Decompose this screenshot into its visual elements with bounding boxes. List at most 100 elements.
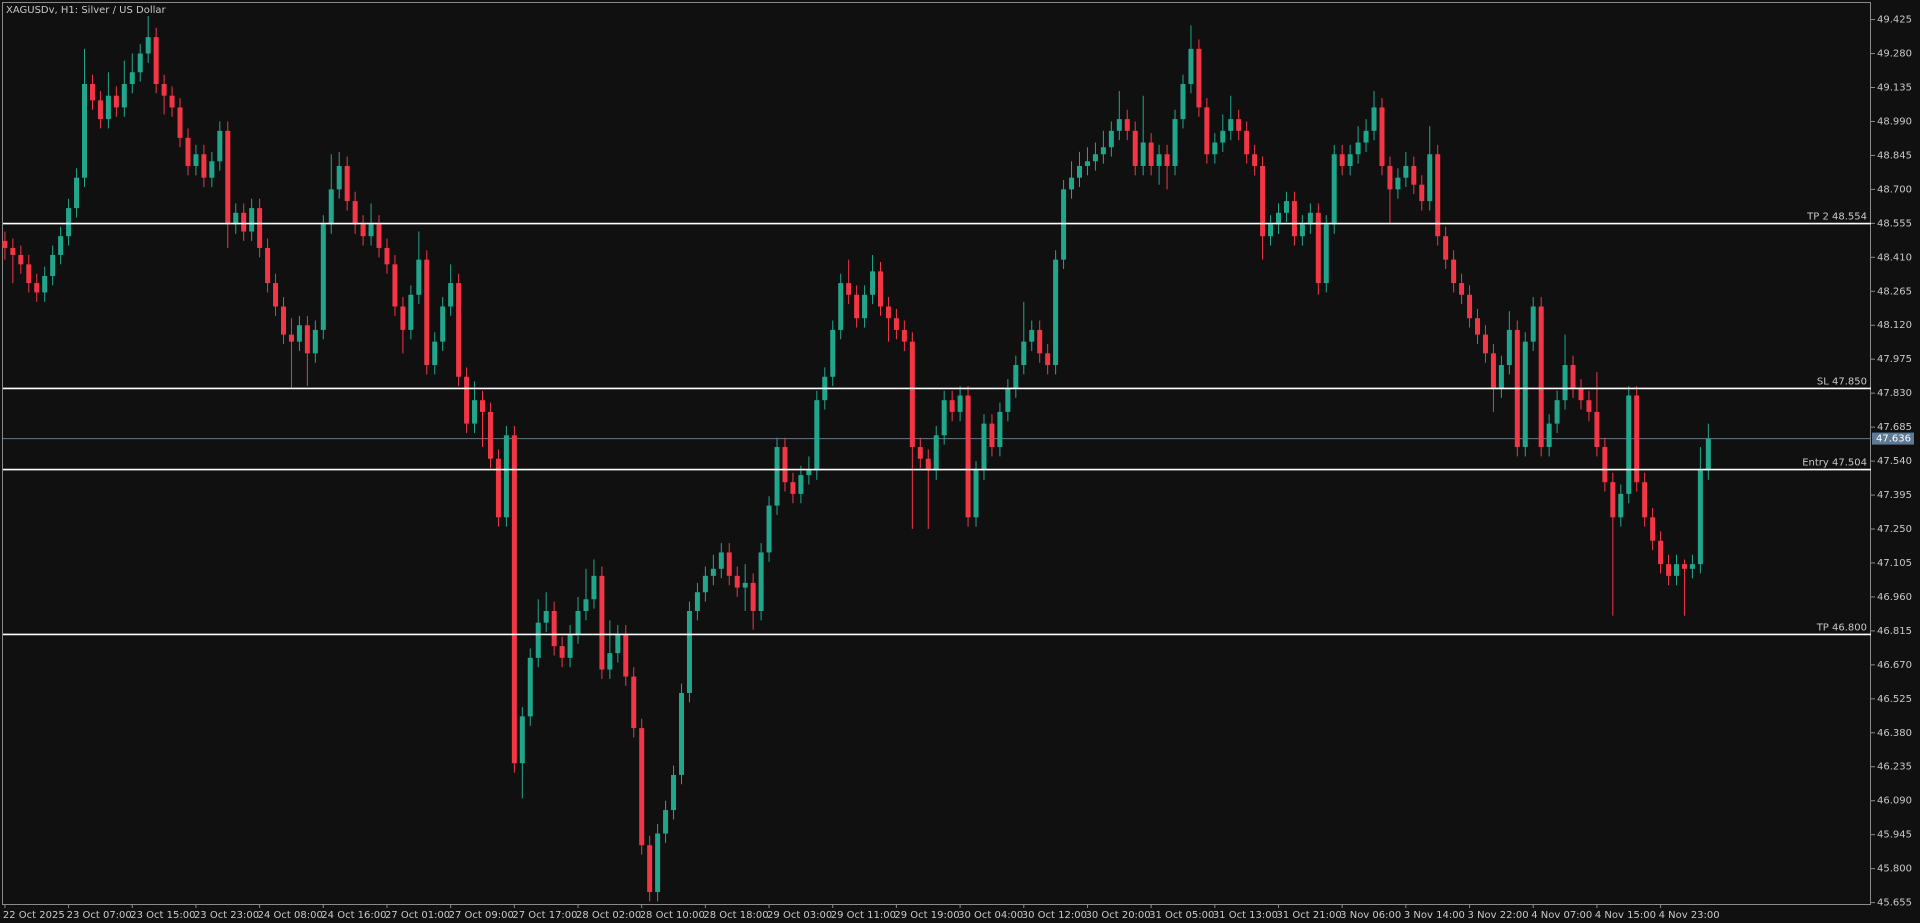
candle-body — [655, 833, 661, 893]
candle-body — [1252, 154, 1258, 166]
candle-body — [1435, 154, 1441, 237]
y-tick-label: 46.525 — [1877, 694, 1912, 705]
x-tick-label: 24 Oct 08:00 — [258, 910, 323, 921]
candle-body — [257, 208, 263, 248]
y-tick-label: 47.105 — [1877, 558, 1912, 569]
candle-body — [1021, 341, 1027, 366]
candle-body — [1236, 119, 1242, 131]
level-label: TP 2 48.554 — [1806, 212, 1867, 223]
candle-body — [10, 247, 16, 255]
candle-body — [583, 599, 589, 611]
candle-body — [862, 294, 868, 319]
candle-body — [647, 845, 653, 893]
candle-body — [1522, 341, 1528, 448]
x-tick-label: 3 Nov 06:00 — [1340, 910, 1401, 921]
candle-body — [408, 294, 414, 330]
y-tick-label: 48.990 — [1877, 116, 1912, 127]
candle-body — [917, 447, 923, 459]
candle-body — [1172, 119, 1178, 166]
candle-body — [1586, 400, 1592, 412]
y-tick-label: 48.555 — [1877, 218, 1912, 229]
candle-body — [217, 130, 223, 162]
candle-body — [193, 154, 199, 166]
x-tick-label: 31 Oct 13:00 — [1213, 910, 1278, 921]
y-tick-label: 46.090 — [1877, 796, 1912, 807]
candle-body — [925, 458, 931, 471]
candle-body — [1164, 154, 1170, 166]
candle-body — [209, 161, 215, 178]
y-tick-label: 48.120 — [1877, 320, 1912, 331]
candle-body — [1411, 165, 1417, 185]
candle-body — [1371, 107, 1377, 131]
x-tick-label: 31 Oct 21:00 — [1277, 910, 1342, 921]
candle-body — [909, 341, 915, 448]
candle-body — [790, 482, 796, 494]
candle-body — [973, 470, 979, 518]
candle-body — [241, 212, 247, 232]
candle-body — [1506, 329, 1512, 366]
candle-body — [1347, 154, 1353, 166]
candle-body — [742, 582, 748, 588]
y-tick-label: 47.540 — [1877, 456, 1912, 467]
candle-body — [718, 552, 724, 569]
candle-body — [631, 676, 637, 729]
candle-body — [1045, 353, 1051, 366]
candle-body — [1299, 224, 1305, 237]
candle-body — [806, 470, 812, 476]
candle-body — [989, 423, 995, 448]
candle-body — [1355, 142, 1361, 155]
x-tick-label: 4 Nov 15:00 — [1595, 910, 1656, 921]
y-tick-label: 48.700 — [1877, 184, 1912, 195]
y-tick-label: 46.670 — [1877, 660, 1912, 671]
candle-body — [615, 634, 621, 654]
last-price-box — [1872, 432, 1914, 445]
candle-body — [1419, 184, 1425, 202]
candle-body — [997, 411, 1003, 448]
x-tick-label: 23 Oct 23:00 — [194, 910, 259, 921]
x-tick-label: 27 Oct 01:00 — [385, 910, 450, 921]
candle-body — [273, 283, 279, 307]
candle-body — [1666, 564, 1672, 576]
candle-body — [1562, 365, 1568, 401]
y-tick-label: 45.945 — [1877, 830, 1912, 841]
candle-body — [758, 552, 764, 611]
candle-body — [981, 423, 987, 471]
x-tick-label: 4 Nov 23:00 — [1659, 910, 1720, 921]
candle-body — [113, 95, 119, 108]
x-tick-label: 3 Nov 22:00 — [1468, 910, 1529, 921]
candle-body — [304, 325, 310, 354]
candle-body — [480, 400, 485, 412]
candle-body — [1459, 283, 1465, 295]
y-tick-label: 47.830 — [1877, 388, 1912, 399]
candle-body — [1053, 259, 1059, 366]
candle-body — [1077, 165, 1082, 178]
candle-body — [885, 306, 891, 319]
candle-body — [1689, 564, 1695, 569]
candle-body — [878, 271, 883, 307]
candle-body — [1570, 365, 1576, 389]
x-tick-label: 22 Oct 2025 — [3, 910, 65, 921]
candle-body — [623, 634, 629, 677]
y-tick-label: 49.425 — [1877, 15, 1912, 26]
candle-body — [352, 201, 358, 225]
y-tick-label: 48.845 — [1877, 150, 1912, 161]
candle-body — [1220, 130, 1226, 143]
candle-body — [1156, 154, 1162, 166]
candle-body — [384, 247, 390, 265]
candle-body — [1029, 329, 1035, 342]
candle-body — [782, 447, 788, 483]
candle-body — [432, 341, 438, 366]
x-tick-label: 28 Oct 18:00 — [703, 910, 768, 921]
candle-body — [1092, 154, 1098, 162]
y-tick-label: 49.280 — [1877, 49, 1912, 60]
x-tick-label: 23 Oct 07:00 — [67, 910, 132, 921]
candle-body — [941, 400, 947, 436]
y-tick-label: 45.800 — [1877, 864, 1912, 875]
candle-body — [1084, 161, 1090, 166]
candle-body — [1697, 470, 1703, 565]
candle-body — [702, 575, 708, 593]
x-tick-label: 24 Oct 16:00 — [321, 910, 386, 921]
candle-body — [121, 83, 127, 108]
